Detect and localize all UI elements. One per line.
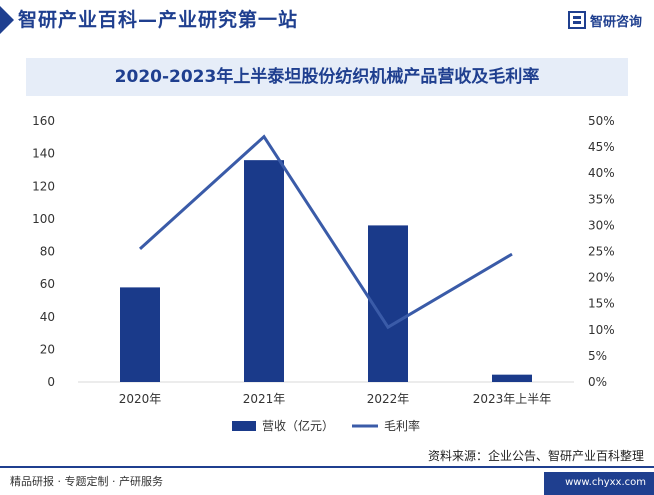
legend-swatch-bar	[232, 421, 256, 431]
right-tick-label: 40%	[588, 166, 615, 180]
x-axis-labels: 2020年 2021年 2022年 2023年上半年	[119, 392, 552, 406]
brand-logo[interactable]: 智研咨询	[567, 10, 642, 30]
logo-icon	[567, 11, 586, 29]
bar	[244, 160, 284, 382]
left-tick-label: 20	[40, 342, 55, 356]
x-tick-label: 2021年	[243, 392, 286, 406]
right-axis-ticks: 0% 5% 10% 15% 20% 25% 30% 35% 40% 45% 50%	[588, 114, 615, 389]
left-tick-label: 40	[40, 310, 55, 324]
right-tick-label: 20%	[588, 271, 615, 285]
bar	[368, 225, 408, 382]
right-tick-label: 45%	[588, 140, 615, 154]
footer-tagline: 精品研报 · 专题定制 · 产研服务	[10, 475, 163, 488]
x-tick-label: 2022年	[367, 392, 410, 406]
title-accent-triangle	[0, 6, 14, 34]
left-tick-label: 100	[32, 212, 55, 226]
right-tick-label: 50%	[588, 114, 615, 128]
legend-label-bar: 营收（亿元）	[262, 418, 334, 433]
right-tick-label: 30%	[588, 218, 615, 232]
line-path	[138, 134, 513, 330]
right-tick-label: 5%	[588, 349, 607, 363]
data-source: 资料来源：企业公告、智研产业百科整理	[427, 449, 644, 463]
bars	[120, 160, 532, 382]
right-tick-label: 35%	[588, 192, 615, 206]
left-axis-ticks: 0 20 40 60 80 100 120 140 160	[32, 114, 55, 389]
x-tick-label: 2023年上半年	[473, 392, 552, 406]
footer-url-box	[544, 472, 654, 495]
line-series	[138, 134, 513, 330]
left-tick-label: 60	[40, 277, 55, 291]
left-tick-label: 120	[32, 179, 55, 193]
left-tick-label: 140	[32, 147, 55, 161]
bar	[120, 287, 160, 382]
logo-text: 智研咨询	[589, 14, 642, 30]
right-tick-label: 25%	[588, 245, 615, 259]
site-title: 智研产业百科—产业研究第一站	[18, 9, 299, 31]
bar	[492, 374, 532, 382]
left-tick-label: 0	[47, 375, 55, 389]
right-tick-label: 10%	[588, 323, 615, 337]
footer-url[interactable]: www.chyxx.com	[565, 477, 646, 488]
legend-label-line: 毛利率	[384, 418, 420, 433]
right-tick-label: 15%	[588, 297, 615, 311]
chart-title-band: 2020-2023年上半泰坦股份纺织机械产品营收及毛利率	[26, 58, 628, 96]
chart-title: 2020-2023年上半泰坦股份纺织机械产品营收及毛利率	[114, 67, 540, 87]
right-tick-label: 0%	[588, 375, 607, 389]
top-bar: 智研产业百科—产业研究第一站 智研咨询	[0, 0, 654, 38]
footer-divider	[0, 466, 654, 468]
legend: 营收（亿元） 毛利率	[232, 418, 420, 433]
left-tick-label: 160	[32, 114, 55, 128]
left-tick-label: 80	[40, 245, 55, 259]
x-tick-label: 2020年	[119, 392, 162, 406]
